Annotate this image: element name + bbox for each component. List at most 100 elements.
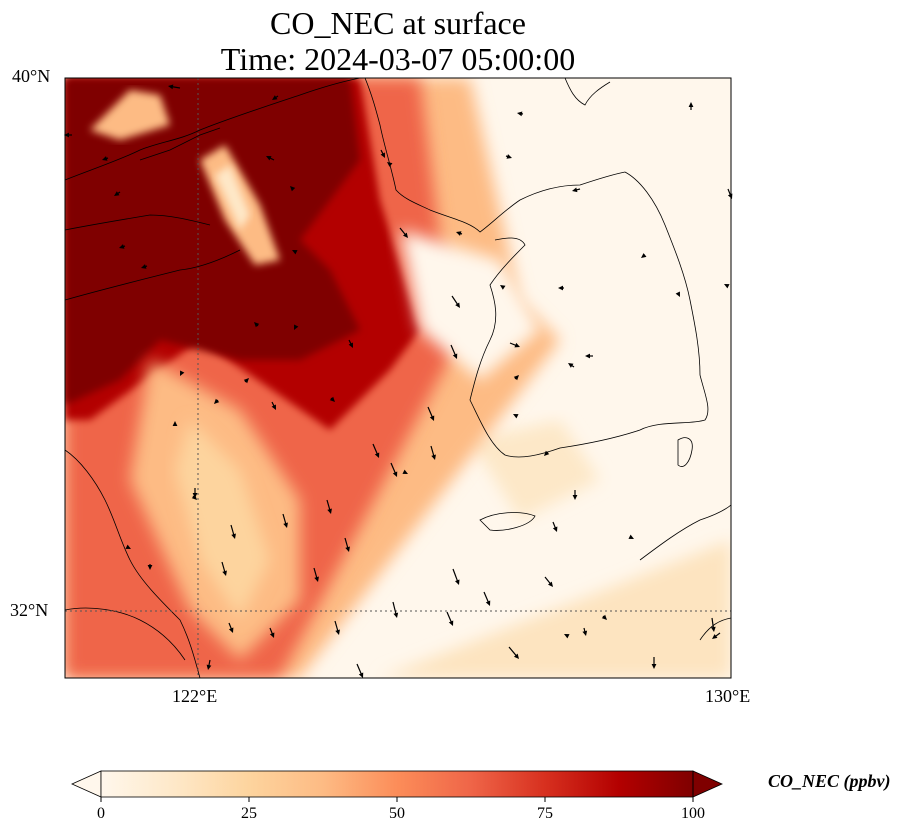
colorbar-tick-label: 0: [97, 805, 105, 822]
wind-vector-arrow-icon: [228, 627, 234, 633]
wind-vector-arrow-icon: [452, 353, 458, 359]
wind-vector-arrow-icon: [180, 370, 185, 376]
wind-vector-arrow-icon: [427, 406, 434, 419]
wind-vector-arrow-icon: [329, 396, 335, 402]
coastline-korea: [469, 171, 709, 458]
wind-vector-arrow-icon: [222, 570, 227, 576]
wind-vector-arrow-icon: [271, 404, 276, 410]
colorbar-extend-min: [71, 770, 102, 798]
wind-vector-arrow-icon: [710, 626, 716, 632]
wind-vector-arrow-icon: [393, 612, 399, 618]
gridlines: [65, 78, 731, 678]
wind-vector-arrow-icon: [206, 664, 212, 670]
wind-vector-arrow-icon: [517, 111, 523, 117]
field-clear-zone: [400, 230, 540, 380]
coastline-tsushima: [677, 437, 693, 467]
wind-vector-arrow-icon: [513, 414, 519, 419]
map-subtitle-time: Time: 2024-03-07 05:00:00: [220, 41, 576, 77]
coastlines: [65, 78, 731, 678]
wind-vector-arrow-icon: [402, 469, 408, 474]
coastline-kyushu: [639, 504, 731, 561]
wind-vector-arrow-icon: [450, 344, 457, 357]
colorbar-tick-label: 75: [537, 805, 553, 822]
wind-vector-arrow-icon: [168, 84, 174, 90]
wind-vector-arrow-icon: [345, 546, 350, 552]
wind-vector-arrow-icon: [601, 614, 607, 620]
wind-vector-arrow-icon: [372, 443, 379, 456]
wind-vector-arrow-icon: [335, 629, 340, 635]
wind-vector-arrow-icon: [348, 342, 353, 348]
wind-vector-arrow-icon: [356, 663, 363, 676]
wind-vector-arrow-icon: [558, 285, 563, 291]
wind-vector-arrow-icon: [446, 611, 453, 624]
colorbar-tick-label: 100: [681, 805, 705, 822]
coastline-shandong-south: [65, 249, 241, 301]
wind-vector-arrow-icon: [64, 132, 69, 138]
wind-vector-arrow-icon: [294, 324, 299, 330]
wind-vector-arrow-icon: [485, 600, 491, 606]
wind-vector-arrow-icon: [651, 664, 657, 669]
wind-vector-arrow-icon: [214, 398, 220, 404]
wind-vector-arrow-icon: [688, 102, 694, 107]
wind-vector-arrow-icon: [374, 452, 380, 458]
coastline-liaoning: [364, 78, 431, 211]
wind-vector-arrow-icon: [172, 421, 178, 426]
wind-vector-arrow-icon: [290, 186, 296, 192]
coastline-north: [564, 78, 611, 106]
wind-vector-arrow-icon: [514, 342, 520, 348]
coastline-jiangsu: [65, 449, 201, 678]
wind-vector-arrow-icon: [585, 353, 590, 359]
wind-vector-arrow-icon: [191, 494, 197, 500]
wind-vectors: [64, 84, 733, 678]
wind-vector-arrow-icon: [314, 576, 319, 582]
wind-vector-arrow-icon: [141, 264, 147, 269]
wind-vector-arrow-icon: [390, 462, 397, 475]
wind-vector-arrow-icon: [508, 646, 518, 658]
wind-vector-arrow-icon: [429, 415, 435, 421]
coastline-kyushu-south: [699, 617, 731, 641]
wind-vector-arrow-icon: [114, 191, 120, 196]
wind-vector-arrow-icon: [456, 231, 462, 236]
colorbar-tick-label: 50: [389, 805, 405, 822]
wind-vector-arrow-icon: [641, 253, 647, 258]
wind-vector-arrow-icon: [102, 156, 108, 161]
wind-vector-arrow-icon: [358, 672, 364, 678]
wind-vector-arrow-icon: [513, 375, 519, 381]
colorbar-label: CO_NEC (ppbv): [768, 771, 891, 791]
wind-vector-arrow-icon: [724, 284, 730, 289]
wind-vector-arrow-icon: [387, 162, 393, 167]
wind-vector-arrow-icon: [572, 187, 578, 193]
wind-vector-arrow-icon: [582, 630, 588, 636]
colorbar-tick-label: 25: [241, 805, 257, 822]
lon-tick-label: 130°E: [705, 686, 751, 706]
wind-vector-arrow-icon: [483, 591, 490, 604]
wind-vector-arrow-icon: [431, 454, 436, 460]
wind-vector-arrow-icon: [675, 291, 680, 297]
coastline-shandong-north: [65, 214, 211, 231]
wind-vector-arrow-icon: [392, 471, 398, 477]
map-title: CO_NEC at surface: [270, 5, 526, 41]
wind-vector-arrow-icon: [448, 620, 454, 626]
lat-tick-label: 32°N: [10, 600, 49, 620]
wind-vector-arrow-icon: [552, 526, 558, 532]
wind-vector-arrow-icon: [292, 250, 298, 255]
wind-vector-arrow-icon: [548, 581, 553, 587]
wind-vector-arrow-icon: [231, 533, 236, 539]
field-streak-core: [215, 165, 250, 230]
wind-vector-arrow-icon: [243, 378, 249, 384]
wind-vector-arrow-icon: [119, 244, 125, 249]
wind-vector-arrow-icon: [568, 363, 574, 368]
wind-vector-arrow-icon: [452, 568, 459, 583]
wind-vector-arrow-icon: [283, 522, 288, 528]
map-frame: [64, 77, 732, 679]
wind-vector-arrow-icon: [500, 285, 506, 290]
colorbar-extend-max: [692, 770, 723, 798]
wind-vector-arrow-icon: [125, 544, 131, 549]
lat-tick-label: 40°N: [12, 66, 51, 86]
coastline-north-korea-border: [429, 171, 626, 233]
colorbar-tick-marks: [100, 797, 694, 802]
field-plume-core: [175, 420, 270, 620]
wind-vector-arrow-icon: [513, 653, 519, 659]
